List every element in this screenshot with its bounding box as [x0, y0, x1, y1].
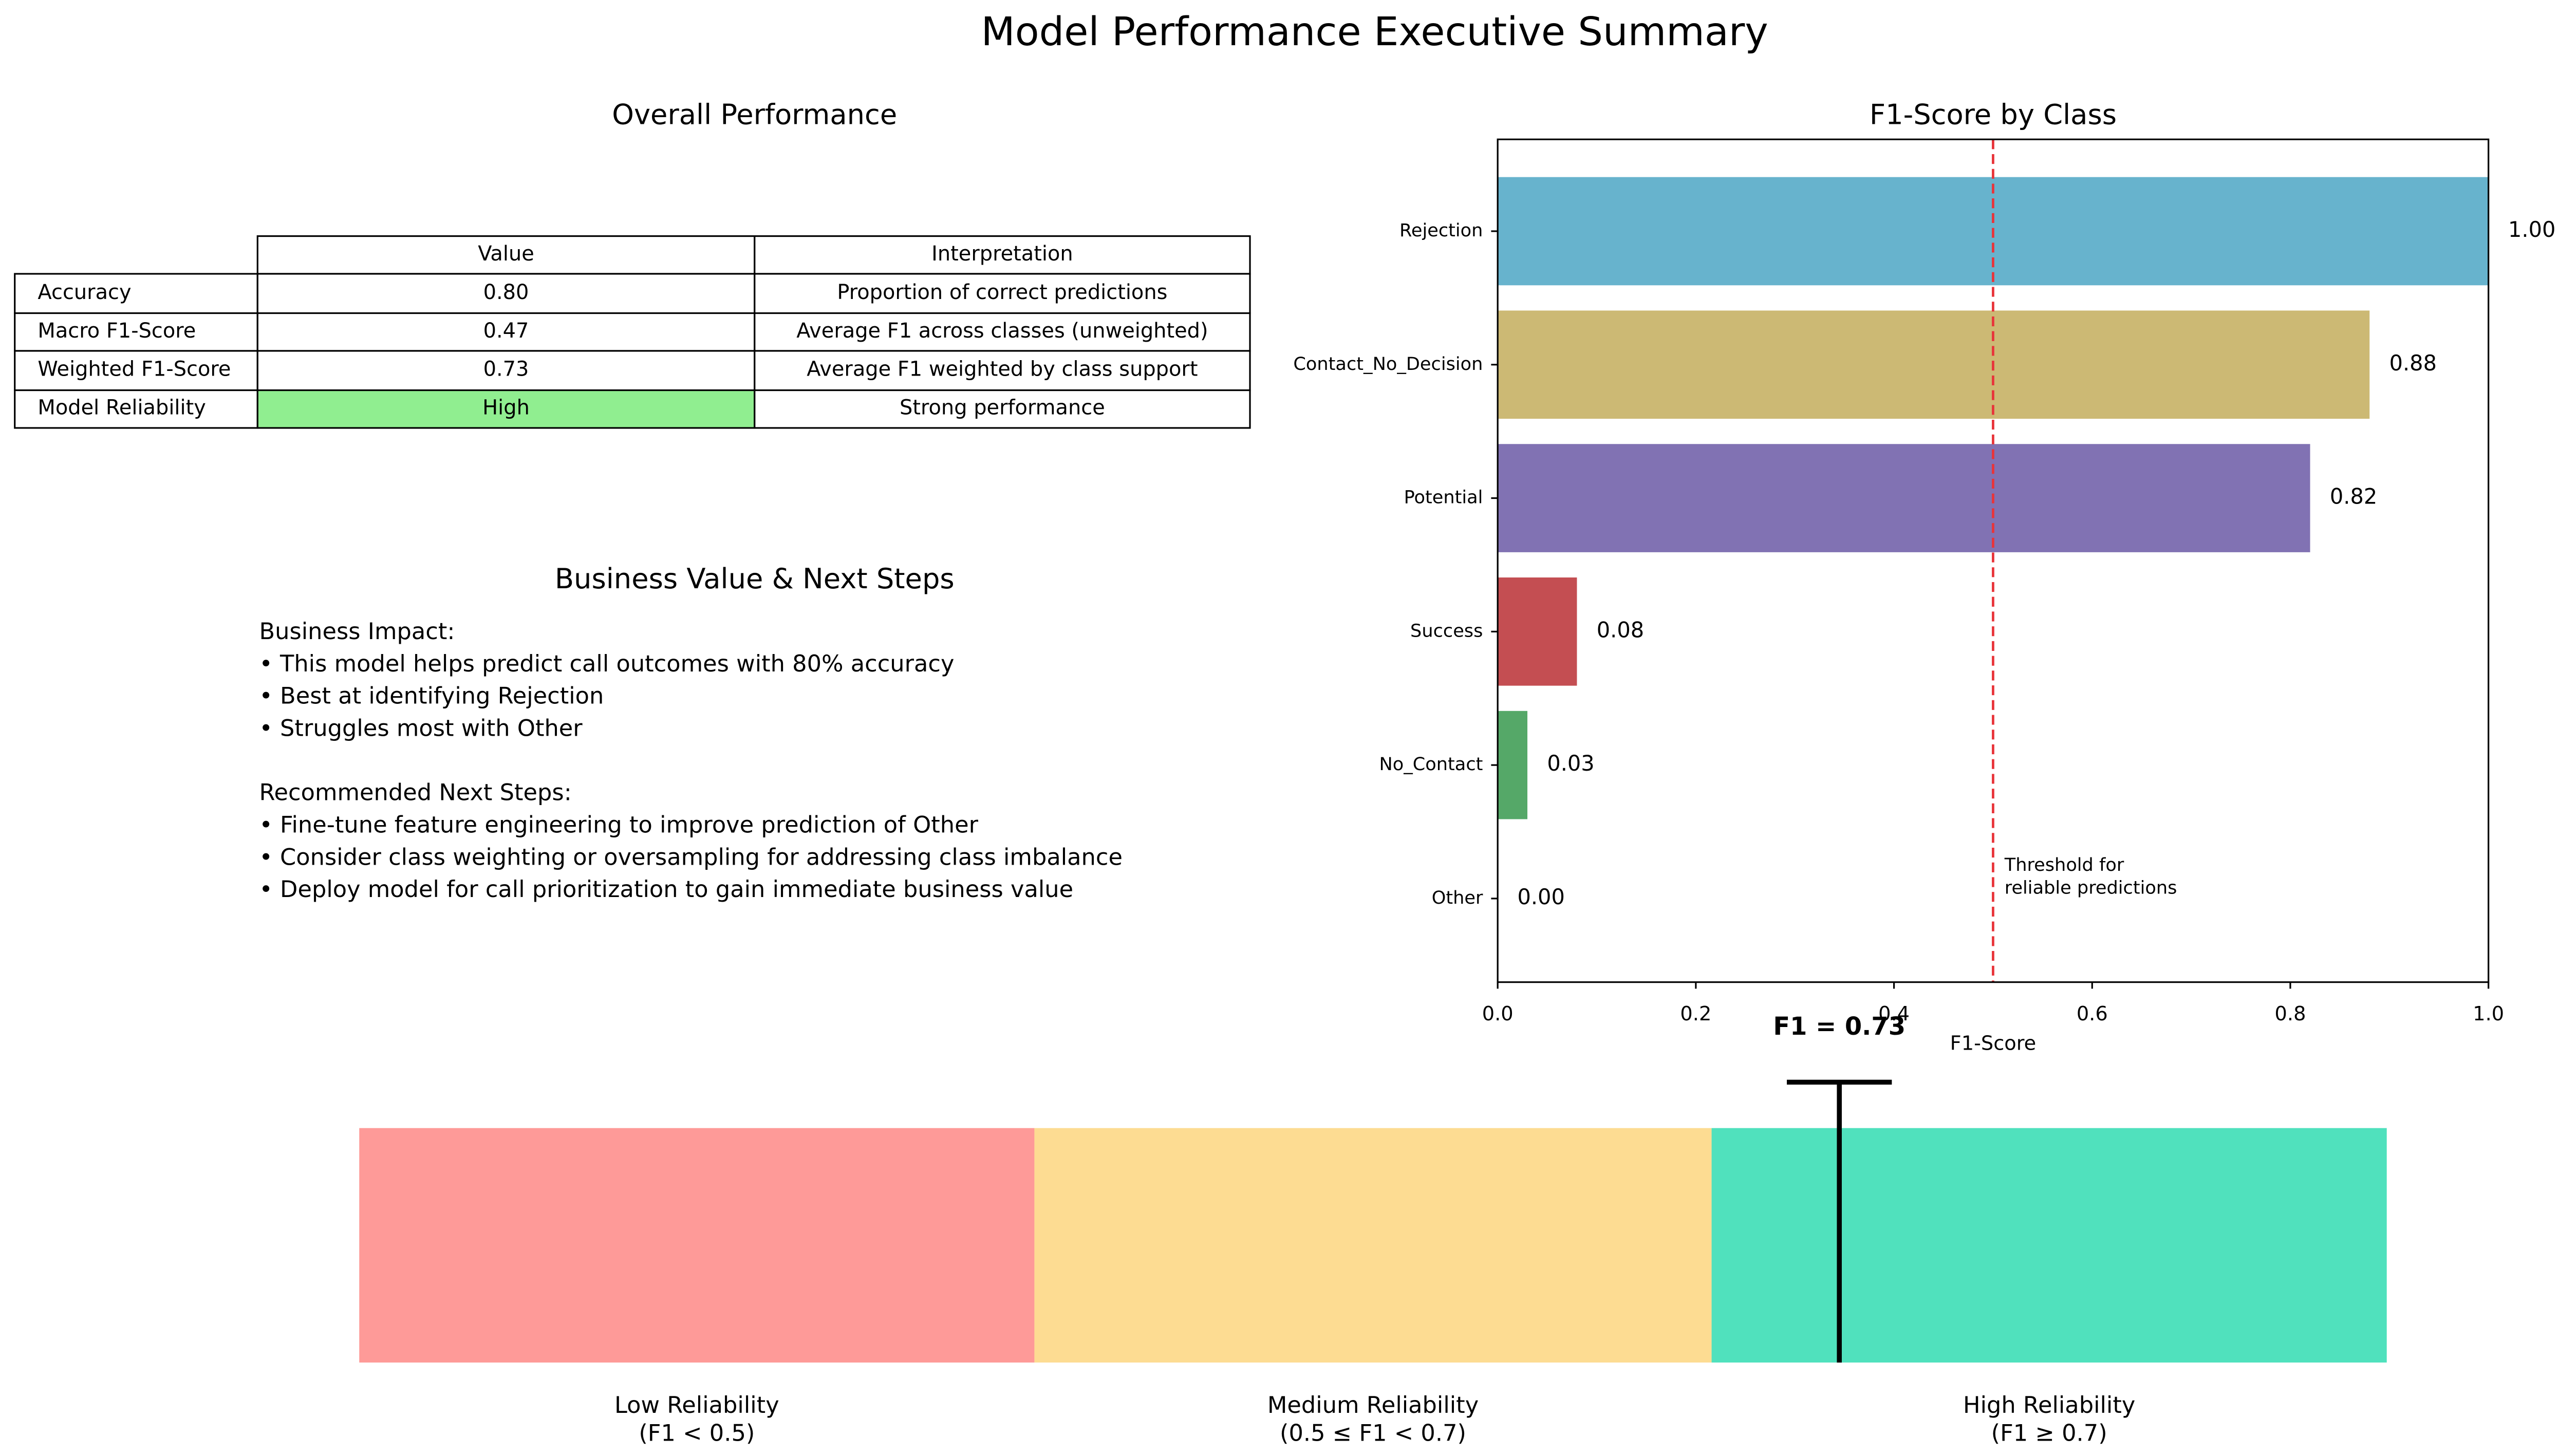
table-text: 0.73 — [483, 358, 529, 381]
segment-label: Medium Reliability — [1267, 1392, 1479, 1418]
bar — [1498, 310, 2370, 419]
plot-frame — [1497, 138, 2490, 983]
segment-range: (F1 < 0.5) — [639, 1420, 755, 1447]
table-cell — [754, 389, 1251, 429]
text-line: • This model helps predict call outcomes… — [259, 650, 954, 677]
x-tick-label: 0.2 — [1680, 1002, 1711, 1025]
text-line: • Best at identifying Rejection — [259, 683, 604, 710]
text-line: • Deploy model for call prioritization t… — [259, 876, 1073, 903]
table-cell — [256, 389, 756, 429]
text-heading: Recommended Next Steps: — [259, 779, 571, 806]
gauge-segment — [359, 1128, 1035, 1363]
y-tick-label: No_Contact — [1379, 754, 1483, 775]
section-title: Business Value & Next Steps — [555, 563, 955, 595]
bar — [1498, 577, 1577, 686]
table-text: 0.47 — [483, 319, 529, 343]
table-header-cell — [256, 235, 756, 275]
y-tick-label: Success — [1410, 620, 1483, 641]
table-text: Average F1 weighted by class support — [807, 358, 1198, 381]
table-text: High — [482, 396, 530, 420]
threshold-label: Threshold for — [2004, 854, 2124, 875]
table-text: 0.80 — [483, 281, 529, 304]
gauge-value-label: F1 = 0.73 — [1773, 1013, 1906, 1041]
segment-range: (F1 ≥ 0.7) — [1991, 1420, 2107, 1447]
y-tick-label: Contact_No_Decision — [1293, 353, 1483, 375]
x-tick-label: 0.6 — [2077, 1002, 2108, 1025]
gauge-segment — [1034, 1128, 1712, 1363]
x-tick-label: 0.8 — [2275, 1002, 2306, 1025]
segment-label: Low Reliability — [614, 1392, 779, 1418]
gauge-segment — [1711, 1128, 2387, 1363]
segment-label: High Reliability — [1963, 1392, 2135, 1418]
value-label: 1.00 — [2508, 217, 2555, 242]
table-header-cell — [754, 235, 1251, 275]
value-label: 0.00 — [1517, 884, 1564, 909]
table-text: Weighted F1-Score — [38, 358, 231, 381]
text-line: • Fine-tune feature engineering to impro… — [259, 811, 978, 838]
table-cell — [14, 350, 258, 391]
table-cell — [14, 273, 258, 314]
y-tick-label: Potential — [1404, 487, 1483, 508]
value-label: 0.88 — [2389, 350, 2437, 376]
value-label: 0.03 — [1547, 751, 1594, 776]
x-tick-label: 1.0 — [2473, 1002, 2504, 1025]
table-cell — [256, 350, 756, 391]
main-title: Model Performance Executive Summary — [981, 9, 1768, 55]
y-tick-label: Rejection — [1399, 220, 1483, 241]
text-heading: Business Impact: — [259, 618, 455, 645]
value-label: 0.82 — [2330, 484, 2377, 509]
table-text: Proportion of correct predictions — [837, 281, 1167, 304]
table-text: Average F1 across classes (unweighted) — [796, 319, 1208, 343]
table-cell — [754, 312, 1251, 352]
section-title: Overall Performance — [612, 99, 897, 131]
bar — [1498, 711, 1528, 819]
x-tick-label: 0.4 — [1878, 1002, 1910, 1025]
value-label: 0.08 — [1597, 617, 1644, 642]
x-axis-label: F1-Score — [1950, 1032, 2037, 1055]
table-text: Accuracy — [38, 281, 131, 304]
table-header: Value — [478, 242, 534, 266]
chart-title: F1-Score by Class — [1870, 99, 2117, 131]
table-text: Macro F1-Score — [38, 319, 196, 343]
table-cell — [14, 389, 258, 429]
segment-range: (0.5 ≤ F1 < 0.7) — [1280, 1420, 1466, 1447]
text-line: • Consider class weighting or oversampli… — [259, 844, 1122, 870]
bar — [1498, 444, 2310, 552]
table-header: Interpretation — [931, 242, 1073, 266]
y-tick-label: Other — [1432, 887, 1483, 908]
threshold-label: reliable predictions — [2005, 878, 2177, 899]
text-line: • Struggles most with Other — [259, 715, 583, 742]
table-text: Model Reliability — [38, 396, 206, 420]
table-text: Strong performance — [900, 396, 1105, 420]
x-tick-label: 0.0 — [1482, 1002, 1514, 1025]
